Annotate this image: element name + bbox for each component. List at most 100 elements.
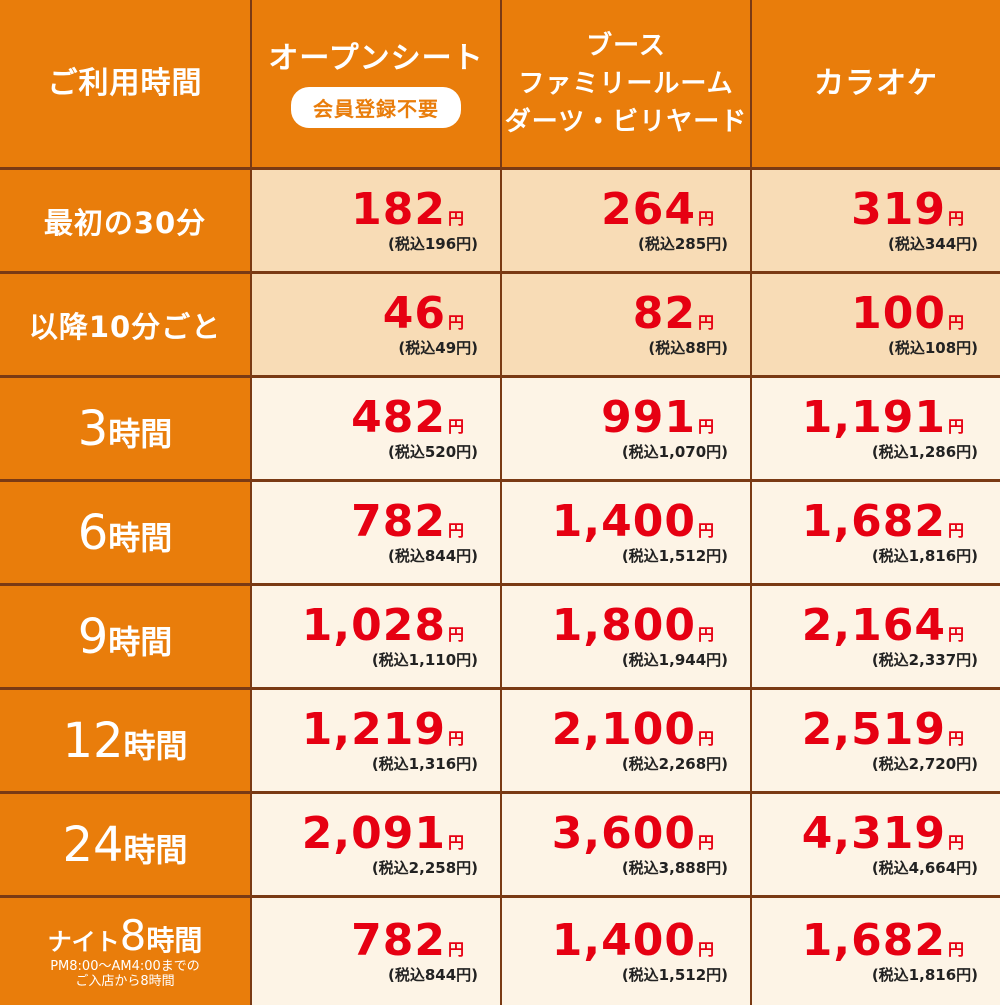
yen-unit: 円 bbox=[697, 209, 714, 228]
price-value: 2,091 bbox=[301, 808, 446, 859]
price-value: 482 bbox=[351, 392, 446, 443]
tax-included-price: (税込1,316円) bbox=[371, 755, 478, 773]
price-value: 782 bbox=[351, 915, 446, 966]
yen-unit: 円 bbox=[697, 313, 714, 332]
no-membership-badge: 会員登録不要 bbox=[291, 87, 461, 128]
price-cell-open-seat: 2,091 円 (税込2,258円) bbox=[252, 794, 500, 895]
yen-unit: 円 bbox=[947, 313, 964, 332]
row-label: 以降10分ごと bbox=[28, 309, 222, 344]
row-label-unit: 時間 bbox=[108, 518, 173, 557]
row-label-cell: 最初の30分 bbox=[0, 170, 250, 271]
row-label-cell: 24 時間 bbox=[0, 794, 250, 895]
tax-included-price: (税込1,944円) bbox=[621, 651, 728, 669]
tax-included-price: (税込1,512円) bbox=[621, 966, 728, 984]
price-cell-open-seat: 782 円 (税込844円) bbox=[252, 482, 500, 583]
row-label-cell: 以降10分ごと bbox=[0, 274, 250, 375]
header-time-label: ご利用時間 bbox=[47, 65, 203, 101]
yen-unit: 円 bbox=[447, 625, 464, 644]
tax-included-price: (税込1,512円) bbox=[621, 547, 728, 565]
price-cell-karaoke: 1,191 円 (税込1,286円) bbox=[752, 378, 1000, 479]
header-booth-line1: ブース bbox=[586, 30, 666, 61]
tax-included-price: (税込1,110円) bbox=[371, 651, 478, 669]
tax-included-price: (税込344円) bbox=[887, 235, 978, 253]
yen-unit: 円 bbox=[697, 625, 714, 644]
price-value: 991 bbox=[601, 392, 696, 443]
yen-unit: 円 bbox=[697, 833, 714, 852]
price-value: 100 bbox=[851, 288, 946, 339]
header-karaoke-cell: カラオケ bbox=[752, 0, 1000, 167]
row-label-hours: 3 bbox=[77, 400, 109, 457]
yen-unit: 円 bbox=[947, 729, 964, 748]
price-value: 782 bbox=[351, 496, 446, 547]
row-label-unit: 時間 bbox=[108, 414, 173, 453]
price-cell-open-seat: 782 円 (税込844円) bbox=[252, 898, 500, 1005]
price-value: 1,219 bbox=[301, 704, 446, 755]
header-open-seat: オープンシート bbox=[268, 41, 484, 76]
yen-unit: 円 bbox=[697, 417, 714, 436]
header-open-seat-cell: オープンシート 会員登録不要 bbox=[252, 0, 500, 167]
yen-unit: 円 bbox=[697, 521, 714, 540]
row-label-hours: 6 bbox=[77, 504, 109, 561]
price-cell-karaoke: 1,682 円 (税込1,816円) bbox=[752, 482, 1000, 583]
price-value: 1,191 bbox=[801, 392, 946, 443]
yen-unit: 円 bbox=[447, 313, 464, 332]
price-value: 264 bbox=[601, 184, 696, 235]
row-label-unit: 時間 bbox=[123, 726, 188, 765]
price-value: 2,164 bbox=[801, 600, 946, 651]
row-label-cell: 9 時間 bbox=[0, 586, 250, 687]
yen-unit: 円 bbox=[697, 940, 714, 959]
night-label-prefix: ナイト bbox=[47, 927, 120, 956]
price-cell-open-seat: 182 円 (税込196円) bbox=[252, 170, 500, 271]
price-value: 319 bbox=[851, 184, 946, 235]
tax-included-price: (税込844円) bbox=[387, 547, 478, 565]
price-value: 46 bbox=[382, 288, 446, 339]
yen-unit: 円 bbox=[947, 417, 964, 436]
header-booth-cell: ブース ファミリールーム ダーツ・ビリヤード bbox=[502, 0, 750, 167]
yen-unit: 円 bbox=[447, 833, 464, 852]
price-cell-booth: 1,400 円 (税込1,512円) bbox=[502, 898, 750, 1005]
header-booth-line3: ダーツ・ビリヤード bbox=[504, 106, 748, 137]
price-value: 1,028 bbox=[301, 600, 446, 651]
price-cell-open-seat: 1,219 円 (税込1,316円) bbox=[252, 690, 500, 791]
price-value: 82 bbox=[632, 288, 696, 339]
tax-included-price: (税込2,720円) bbox=[871, 755, 978, 773]
yen-unit: 円 bbox=[947, 521, 964, 540]
tax-included-price: (税込88円) bbox=[648, 339, 728, 357]
tax-included-price: (税込520円) bbox=[387, 443, 478, 461]
price-cell-karaoke: 2,519 円 (税込2,720円) bbox=[752, 690, 1000, 791]
yen-unit: 円 bbox=[697, 729, 714, 748]
row-label-unit: 時間 bbox=[123, 830, 188, 869]
price-value: 182 bbox=[351, 184, 446, 235]
row-label-cell: 12 時間 bbox=[0, 690, 250, 791]
yen-unit: 円 bbox=[947, 209, 964, 228]
price-value: 3,600 bbox=[551, 808, 696, 859]
yen-unit: 円 bbox=[947, 940, 964, 959]
header-booth-line2: ファミリールーム bbox=[518, 68, 734, 99]
tax-included-price: (税込2,337円) bbox=[871, 651, 978, 669]
price-cell-booth: 1,400 円 (税込1,512円) bbox=[502, 482, 750, 583]
row-label: 最初の30分 bbox=[43, 205, 207, 240]
row-label-hours: 8 bbox=[119, 910, 147, 960]
price-cell-open-seat: 46 円 (税込49円) bbox=[252, 274, 500, 375]
yen-unit: 円 bbox=[447, 940, 464, 959]
yen-unit: 円 bbox=[947, 625, 964, 644]
price-cell-booth: 3,600 円 (税込3,888円) bbox=[502, 794, 750, 895]
tax-included-price: (税込49円) bbox=[398, 339, 478, 357]
price-value: 1,682 bbox=[801, 915, 946, 966]
night-note-line2: ご入店から8時間 bbox=[75, 973, 175, 989]
price-cell-karaoke: 100 円 (税込108円) bbox=[752, 274, 1000, 375]
price-cell-karaoke: 4,319 円 (税込4,664円) bbox=[752, 794, 1000, 895]
tax-included-price: (税込844円) bbox=[387, 966, 478, 984]
row-label-unit: 時間 bbox=[146, 923, 203, 957]
price-cell-karaoke: 319 円 (税込344円) bbox=[752, 170, 1000, 271]
tax-included-price: (税込4,664円) bbox=[871, 859, 978, 877]
price-cell-booth: 1,800 円 (税込1,944円) bbox=[502, 586, 750, 687]
row-label-hours: 12 bbox=[62, 712, 124, 769]
tax-included-price: (税込3,888円) bbox=[621, 859, 728, 877]
price-value: 1,400 bbox=[551, 496, 696, 547]
yen-unit: 円 bbox=[447, 209, 464, 228]
price-cell-booth: 991 円 (税込1,070円) bbox=[502, 378, 750, 479]
tax-included-price: (税込1,070円) bbox=[621, 443, 728, 461]
tax-included-price: (税込1,816円) bbox=[871, 966, 978, 984]
